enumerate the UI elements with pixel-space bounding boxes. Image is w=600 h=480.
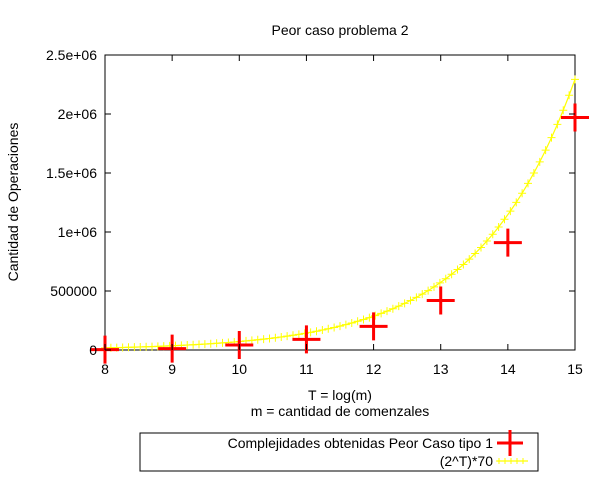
x-tick-label: 15 <box>567 361 583 377</box>
series-2-point <box>559 106 568 115</box>
series-2-point <box>482 237 491 246</box>
series-2-point <box>330 323 339 332</box>
series-2-point <box>553 120 562 129</box>
series-2-point <box>418 290 427 299</box>
series-2-point <box>294 330 303 339</box>
series-2-point <box>359 315 368 324</box>
legend-marker-series-2 <box>496 458 528 464</box>
legend-label-series-2: (2^T)*70 <box>440 453 493 469</box>
series-2-point <box>271 333 280 342</box>
y-tick-label: 500000 <box>50 283 97 299</box>
series-2-point <box>383 307 391 316</box>
series-2-point <box>394 302 403 311</box>
series-2-point <box>365 313 374 322</box>
series-2-point <box>529 168 538 177</box>
series-2-point <box>341 320 350 329</box>
legend-marker-point <box>496 458 502 464</box>
legend: Complejidades obtenidas Peor Caso tipo 1… <box>139 430 539 472</box>
x-tick-label: 10 <box>231 361 247 377</box>
series-2-point <box>547 133 556 142</box>
series-2-point <box>471 249 480 258</box>
y-tick-label: 1.5e+06 <box>46 165 97 181</box>
series-2-point <box>283 332 292 341</box>
series-1-point <box>561 103 589 132</box>
series-2-point <box>518 189 527 198</box>
series-2-point <box>506 207 515 216</box>
series-2-point <box>441 274 450 283</box>
y-axis-label: Cantidad de Operaciones <box>5 123 21 282</box>
series-2-point <box>247 336 256 345</box>
legend-label-series-1: Complejidades obtenidas Peor Caso tipo 1 <box>228 435 494 451</box>
series-2-point <box>512 198 521 207</box>
y-tick-label: 2.5e+06 <box>46 47 97 63</box>
series-2-point <box>388 304 397 313</box>
series-1-point <box>426 286 455 315</box>
series-2-point <box>541 146 550 155</box>
x-tick-label: 14 <box>500 361 516 377</box>
series-2-point <box>453 265 462 274</box>
series-2-point <box>253 335 262 344</box>
x-axis-label: T = log(m) <box>308 387 372 403</box>
x-tick-label: 9 <box>168 361 176 377</box>
plot-area <box>91 54 589 364</box>
series-2-line <box>104 79 576 349</box>
series-2-point <box>447 270 456 279</box>
legend-marker-series-1 <box>497 430 523 456</box>
series-2-point <box>259 335 268 344</box>
x-tick-label: 13 <box>433 361 449 377</box>
x-tick-label: 11 <box>299 361 314 377</box>
series-2-point <box>353 317 362 326</box>
series-2-point <box>336 322 344 331</box>
y-tick-label: 1e+06 <box>58 224 98 240</box>
series-2-point <box>265 334 274 343</box>
plot-frame <box>104 54 576 351</box>
series-1-point <box>493 228 522 257</box>
series-2-point <box>430 282 438 291</box>
series-2-point <box>488 230 497 239</box>
series-2-point <box>324 324 333 333</box>
series-2-point <box>347 318 356 327</box>
series-2-point <box>535 157 544 166</box>
series-2-point <box>277 332 286 341</box>
series-2-point <box>571 75 579 84</box>
series-2-point <box>565 91 574 100</box>
series-2-point <box>306 328 315 337</box>
series-2-point <box>400 299 409 308</box>
series-2-point <box>500 215 509 224</box>
series-2-point <box>524 179 532 188</box>
series-2-point <box>459 260 468 269</box>
y-axis-ticks: 0 500000 1e+06 1.5e+06 2e+06 2.5e+06 <box>46 47 575 358</box>
x-axis-label-secondary: m = cantidad de comenzales <box>251 403 430 419</box>
series-2-point <box>465 255 474 264</box>
legend-marker-point <box>508 458 514 464</box>
series-2 <box>101 75 579 352</box>
chart-title: Peor caso problema 2 <box>272 22 409 38</box>
series-2-point <box>424 286 433 295</box>
series-2-point <box>406 296 415 305</box>
series-2-point <box>435 278 444 287</box>
series-2-point <box>477 243 485 252</box>
x-tick-label: 12 <box>366 361 382 377</box>
x-axis-ticks: 8 9 10 11 12 13 14 15 <box>101 55 583 377</box>
series-2-point <box>412 293 421 302</box>
series-2-point <box>494 222 503 231</box>
series-1-point <box>359 312 388 341</box>
y-tick-label: 2e+06 <box>58 106 98 122</box>
y-tick-label: 0 <box>89 342 97 358</box>
legend-marker-point <box>502 458 508 464</box>
legend-marker-point <box>520 458 526 464</box>
series-2-point <box>312 327 321 336</box>
legend-marker-point <box>497 430 523 456</box>
legend-box <box>139 432 539 472</box>
series-2-point <box>318 326 327 335</box>
series-2-point <box>377 309 386 318</box>
x-tick-label: 8 <box>101 361 109 377</box>
legend-marker-point <box>514 458 520 464</box>
